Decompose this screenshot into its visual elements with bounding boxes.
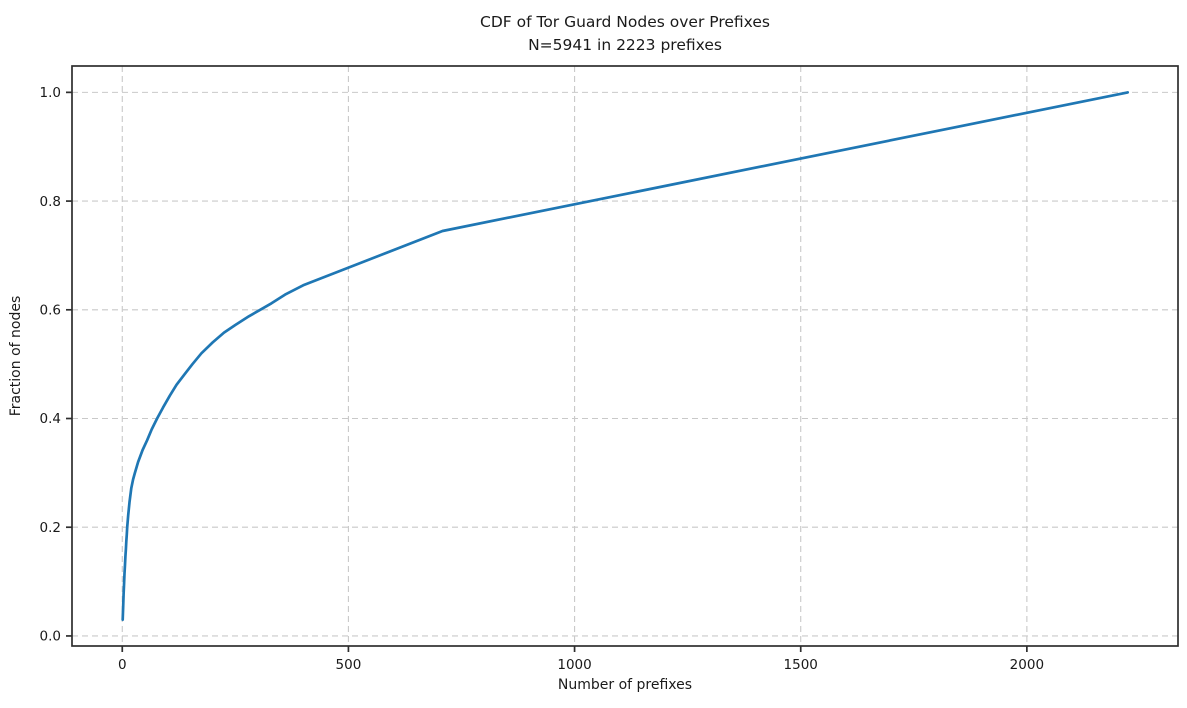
chart-title: CDF of Tor Guard Nodes over Prefixes N=5… bbox=[72, 11, 1178, 56]
chart-title-line1: CDF of Tor Guard Nodes over Prefixes bbox=[480, 13, 770, 31]
x-tick-label: 1500 bbox=[784, 657, 818, 673]
y-tick-label: 0.8 bbox=[40, 194, 61, 210]
y-tick-label: 0.4 bbox=[40, 411, 61, 427]
axes-spines bbox=[71, 65, 1179, 647]
x-tick-label: 1000 bbox=[557, 657, 591, 673]
y-tick-label: 0.0 bbox=[40, 629, 61, 645]
y-axis-label: Fraction of nodes bbox=[8, 295, 24, 417]
x-axis-label: Number of prefixes bbox=[557, 677, 693, 693]
x-tick-label: 500 bbox=[336, 657, 362, 673]
y-tick-label: 0.6 bbox=[40, 302, 61, 318]
x-tick-label: 0 bbox=[118, 657, 127, 673]
y-tick-label: 1.0 bbox=[40, 85, 61, 101]
y-tick-label: 0.2 bbox=[40, 520, 61, 536]
cdf-line bbox=[121, 91, 1130, 621]
chart-title-line2: N=5941 in 2223 prefixes bbox=[528, 35, 722, 54]
x-tick-label: 2000 bbox=[1010, 657, 1044, 673]
